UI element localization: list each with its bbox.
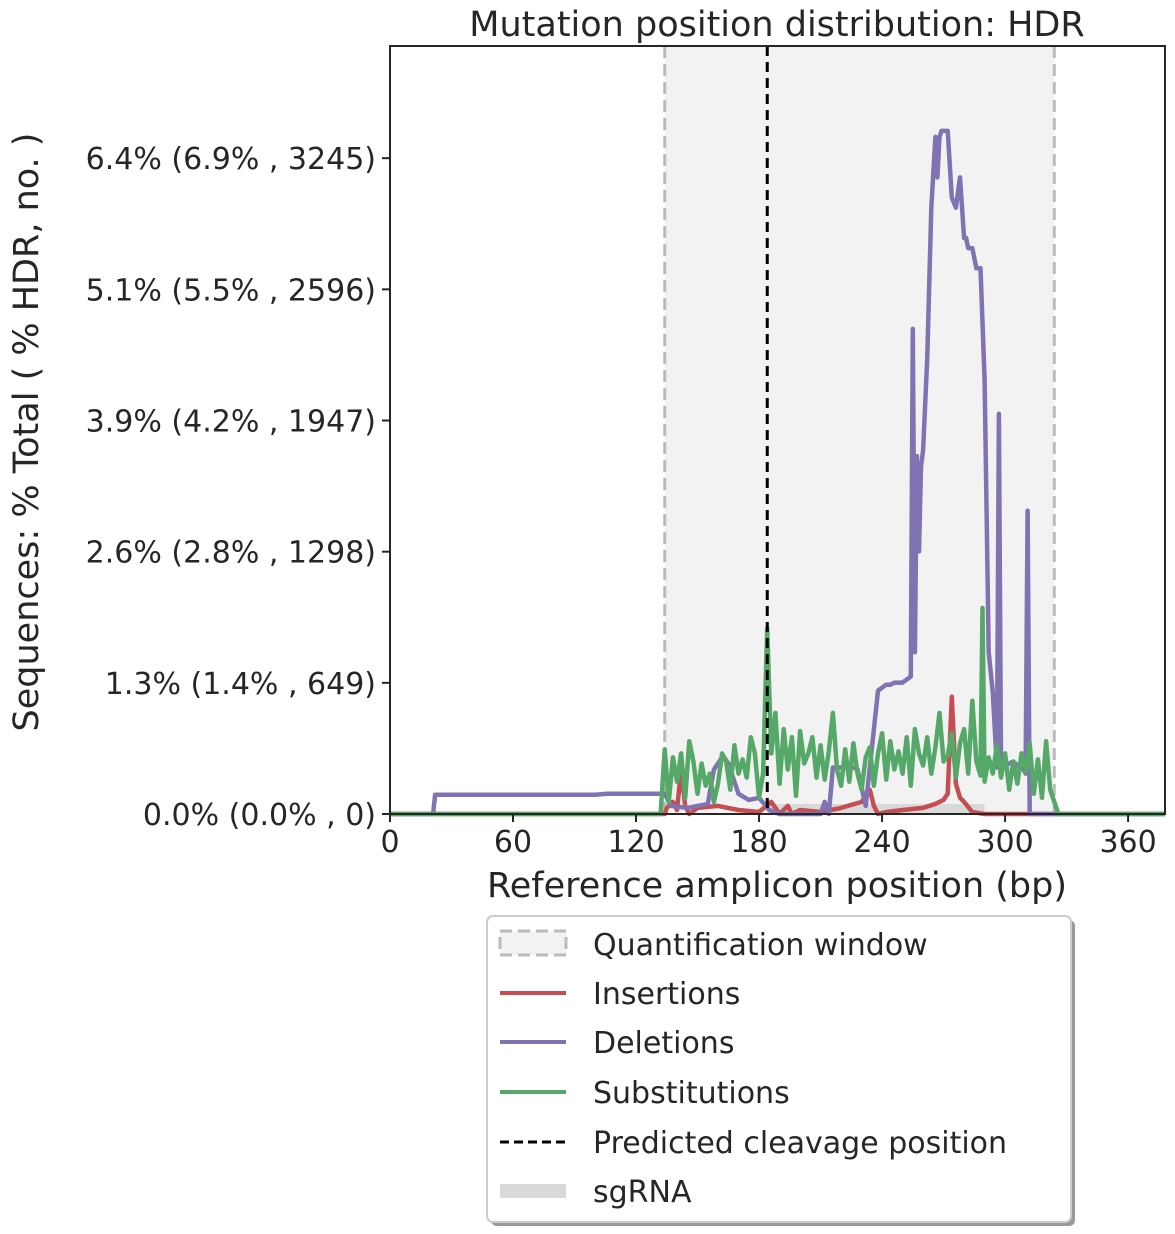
- legend-box: [486, 915, 1072, 1223]
- series-line-substitutions: [390, 605, 1165, 817]
- x-tick-label: 60: [494, 825, 532, 860]
- y-tick-label: 0.0% (0.0% , 0): [143, 798, 376, 833]
- x-tick-label: 240: [853, 825, 910, 860]
- legend-label-substitutions: Substitutions: [593, 1076, 790, 1111]
- legend-label-sgrna: sgRNA: [593, 1175, 692, 1210]
- y-tick-label: 3.9% (4.2% , 1947): [86, 405, 376, 440]
- x-tick-label: 0: [380, 825, 399, 860]
- legend-label-insertions: Insertions: [593, 977, 740, 1012]
- legend-swatch-quantification-window: [498, 929, 568, 957]
- x-axis-label: Reference amplicon position (bp): [487, 866, 1067, 906]
- x-tick-label: 120: [607, 825, 664, 860]
- x-tick-label: 360: [1099, 825, 1156, 860]
- x-tick-label: 300: [976, 825, 1033, 860]
- quantification-window-region: [664, 46, 1055, 814]
- plot-frame: [389, 45, 1166, 815]
- series-layer: [390, 128, 1165, 817]
- legend-label-cleavage: Predicted cleavage position: [593, 1126, 1007, 1161]
- x-tick-label: 180: [730, 825, 787, 860]
- legend-label-deletions: Deletions: [593, 1026, 734, 1061]
- y-tick-label: 6.4% (6.9% , 3245): [86, 142, 376, 177]
- chart-title: Mutation position distribution: HDR: [469, 5, 1084, 45]
- legend: Quantification window Insertions Deletio…: [486, 915, 1075, 1226]
- x-axis-ticks: 0 60 120 180 240 300 360: [380, 814, 1157, 860]
- y-tick-label: 5.1% (5.5% , 2596): [86, 273, 376, 308]
- y-axis-ticks: 0.0% (0.0% , 0) 1.3% (1.4% , 649) 2.6% (2.…: [86, 142, 390, 833]
- legend-label-quantification-window: Quantification window: [593, 928, 928, 963]
- y-tick-label: 2.6% (2.8% , 1298): [86, 536, 376, 571]
- y-axis-label: Sequences: % Total ( % HDR, no. ): [7, 133, 47, 732]
- y-tick-label: 1.3% (1.4% , 649): [105, 667, 376, 702]
